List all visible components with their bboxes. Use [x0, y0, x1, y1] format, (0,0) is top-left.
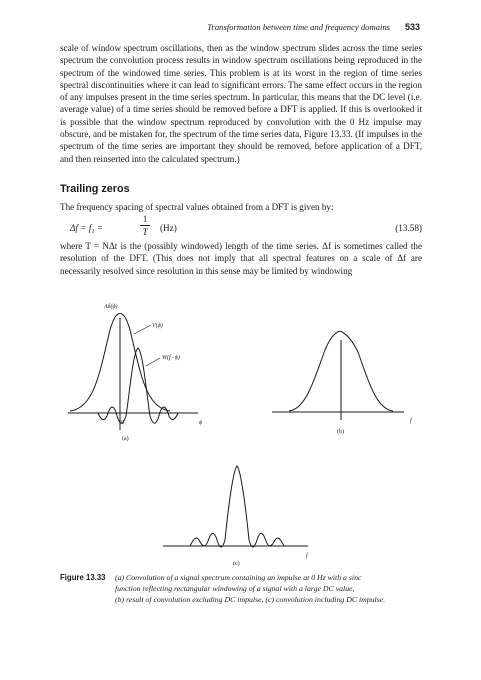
- caption-line-3: (b) result of convolution excluding DC i…: [115, 594, 440, 605]
- panel-a-v-label: V(ϕ): [152, 322, 163, 329]
- panel-a-origin-label: 0: [121, 420, 124, 426]
- panel-b: [272, 331, 404, 420]
- caption-label: Figure 13.33: [60, 572, 106, 583]
- panel-a-label: (a): [122, 435, 129, 442]
- panel-c-label: (c): [233, 560, 240, 567]
- panel-b-label: (b): [337, 428, 344, 435]
- caption-line-2: function reflecting rectangular windowin…: [115, 583, 440, 594]
- panel-c: [163, 466, 308, 547]
- panel-b-axis-label: f: [410, 417, 413, 424]
- panel-c-curve: [190, 466, 284, 547]
- caption-text: (a) Convolution of a signal spectrum con…: [115, 572, 440, 606]
- panel-c-axis-label: f: [306, 552, 309, 559]
- panel-a-axis-label: ϕ: [199, 420, 202, 426]
- caption-line-1: (a) Convolution of a signal spectrum con…: [115, 572, 440, 583]
- panel-a-w-label: W(f−ϕ): [162, 354, 180, 361]
- panel-a: [68, 314, 198, 431]
- panel-a-v-pointer: [134, 325, 151, 334]
- panel-a-y-label: Aδ(ϕ): [103, 303, 118, 310]
- panel-a-w-pointer: [146, 358, 160, 366]
